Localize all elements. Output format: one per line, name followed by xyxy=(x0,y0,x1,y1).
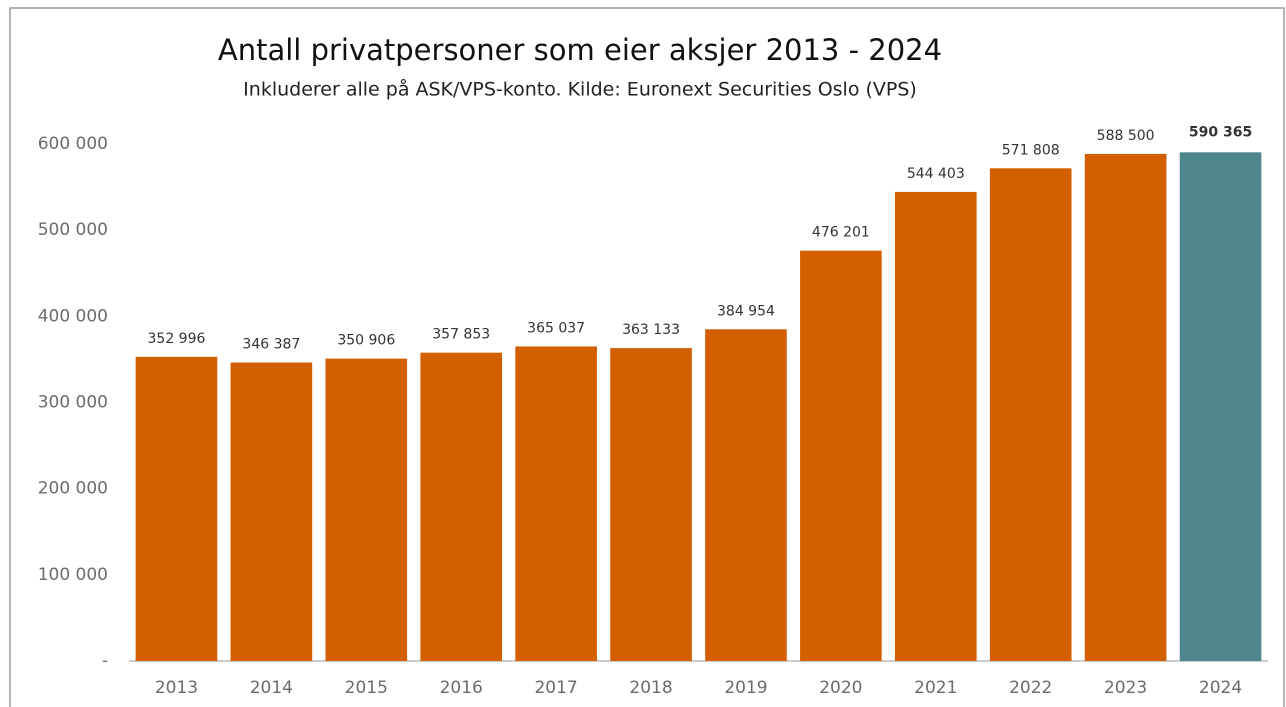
x-tick-label: 2017 xyxy=(534,678,577,698)
bar xyxy=(705,329,787,661)
value-label: 476 201 xyxy=(812,225,870,241)
bar xyxy=(800,250,882,662)
x-tick-label: 2015 xyxy=(345,678,388,698)
bar xyxy=(135,356,218,661)
bar xyxy=(610,348,692,661)
value-label: 350 906 xyxy=(337,333,395,349)
x-tick-label: 2024 xyxy=(1199,678,1242,698)
x-tick-label: 2016 xyxy=(440,678,483,698)
value-label: 352 996 xyxy=(148,331,206,347)
y-tick-label: - xyxy=(102,651,108,671)
bar xyxy=(989,168,1072,661)
value-label: 571 808 xyxy=(1002,142,1060,158)
bar xyxy=(515,346,597,661)
value-label: 357 853 xyxy=(432,327,490,343)
x-tick-label: 2022 xyxy=(1009,678,1052,698)
value-label: 544 403 xyxy=(907,166,965,182)
x-tick-label: 2018 xyxy=(629,678,672,698)
bar xyxy=(420,352,503,661)
y-tick-label: 500 000 xyxy=(38,220,108,240)
x-tick-label: 2021 xyxy=(914,678,957,698)
value-label: 590 365 xyxy=(1189,124,1252,140)
x-tick-label: 2020 xyxy=(819,678,862,698)
chart-title: Antall privatpersoner som eier aksjer 20… xyxy=(218,33,942,67)
value-label: 588 500 xyxy=(1097,128,1155,144)
x-tick-label: 2019 xyxy=(724,678,767,698)
x-tick-label: 2013 xyxy=(155,678,198,698)
bar xyxy=(1179,152,1262,661)
x-tick-label: 2023 xyxy=(1104,678,1147,698)
x-tick-label: 2014 xyxy=(250,678,293,698)
y-tick-label: 200 000 xyxy=(38,479,108,499)
bar xyxy=(894,191,977,662)
chart-subtitle: Inkluderer alle på ASK/VPS-konto. Kilde:… xyxy=(243,78,917,101)
y-tick-label: 400 000 xyxy=(38,306,108,326)
y-tick-label: 300 000 xyxy=(38,393,108,413)
bar xyxy=(1084,153,1167,661)
value-label: 384 954 xyxy=(717,303,775,319)
value-label: 346 387 xyxy=(242,337,300,353)
bar xyxy=(230,362,313,661)
bar xyxy=(325,358,408,661)
y-tick-label: 600 000 xyxy=(38,134,108,154)
value-label: 365 037 xyxy=(527,320,585,336)
value-label: 363 133 xyxy=(622,322,680,338)
y-tick-label: 100 000 xyxy=(38,565,108,585)
